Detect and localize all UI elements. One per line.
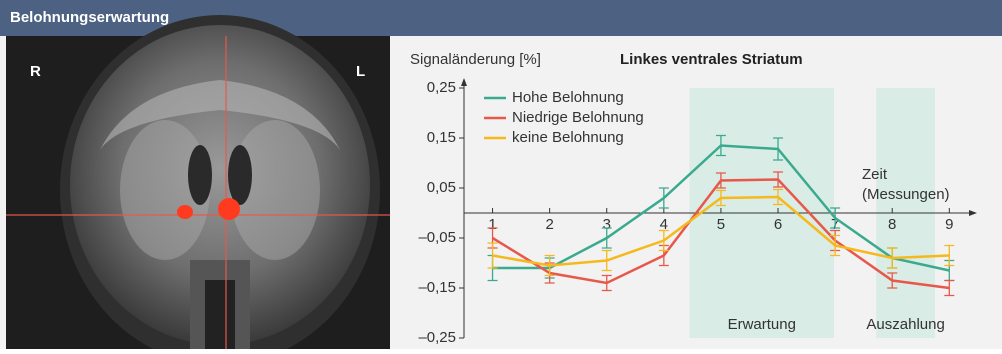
y-tick-label: 0,15 [427, 129, 456, 146]
image-label: L [356, 63, 365, 80]
x-tick-label: 6 [774, 216, 782, 233]
legend-label: keine Belohnung [512, 129, 624, 146]
x-tick-label: 9 [945, 216, 953, 233]
chart-title: Linkes ventrales Striatum [620, 51, 803, 68]
x-tick-label: 2 [545, 216, 553, 233]
mri-image: R L [6, 15, 390, 349]
region-label: Erwartung [728, 316, 796, 333]
header-title: Belohnungserwartung [10, 9, 169, 26]
x-axis-label: Zeit [862, 166, 888, 183]
y-axis-label: Signaländerung [%] [410, 51, 541, 68]
legend-label: Niedrige Belohnung [512, 109, 644, 126]
x-tick-label: 5 [717, 216, 725, 233]
legend-label: Hohe Belohnung [512, 89, 624, 106]
y-tick-label: 0,05 [427, 179, 456, 196]
region-label: Auszahlung [866, 316, 944, 333]
figure: Belohnungserwartung R L Erwartung Auszahl… [0, 0, 1002, 349]
image-label: R [30, 63, 41, 80]
y-tick-label: –0,15 [418, 279, 456, 296]
y-tick-label: –0,25 [418, 329, 456, 346]
x-axis-label: (Messungen) [862, 186, 950, 203]
y-tick-label: 0,25 [427, 79, 456, 96]
x-tick-label: 8 [888, 216, 896, 233]
y-tick-label: –0,05 [418, 229, 456, 246]
